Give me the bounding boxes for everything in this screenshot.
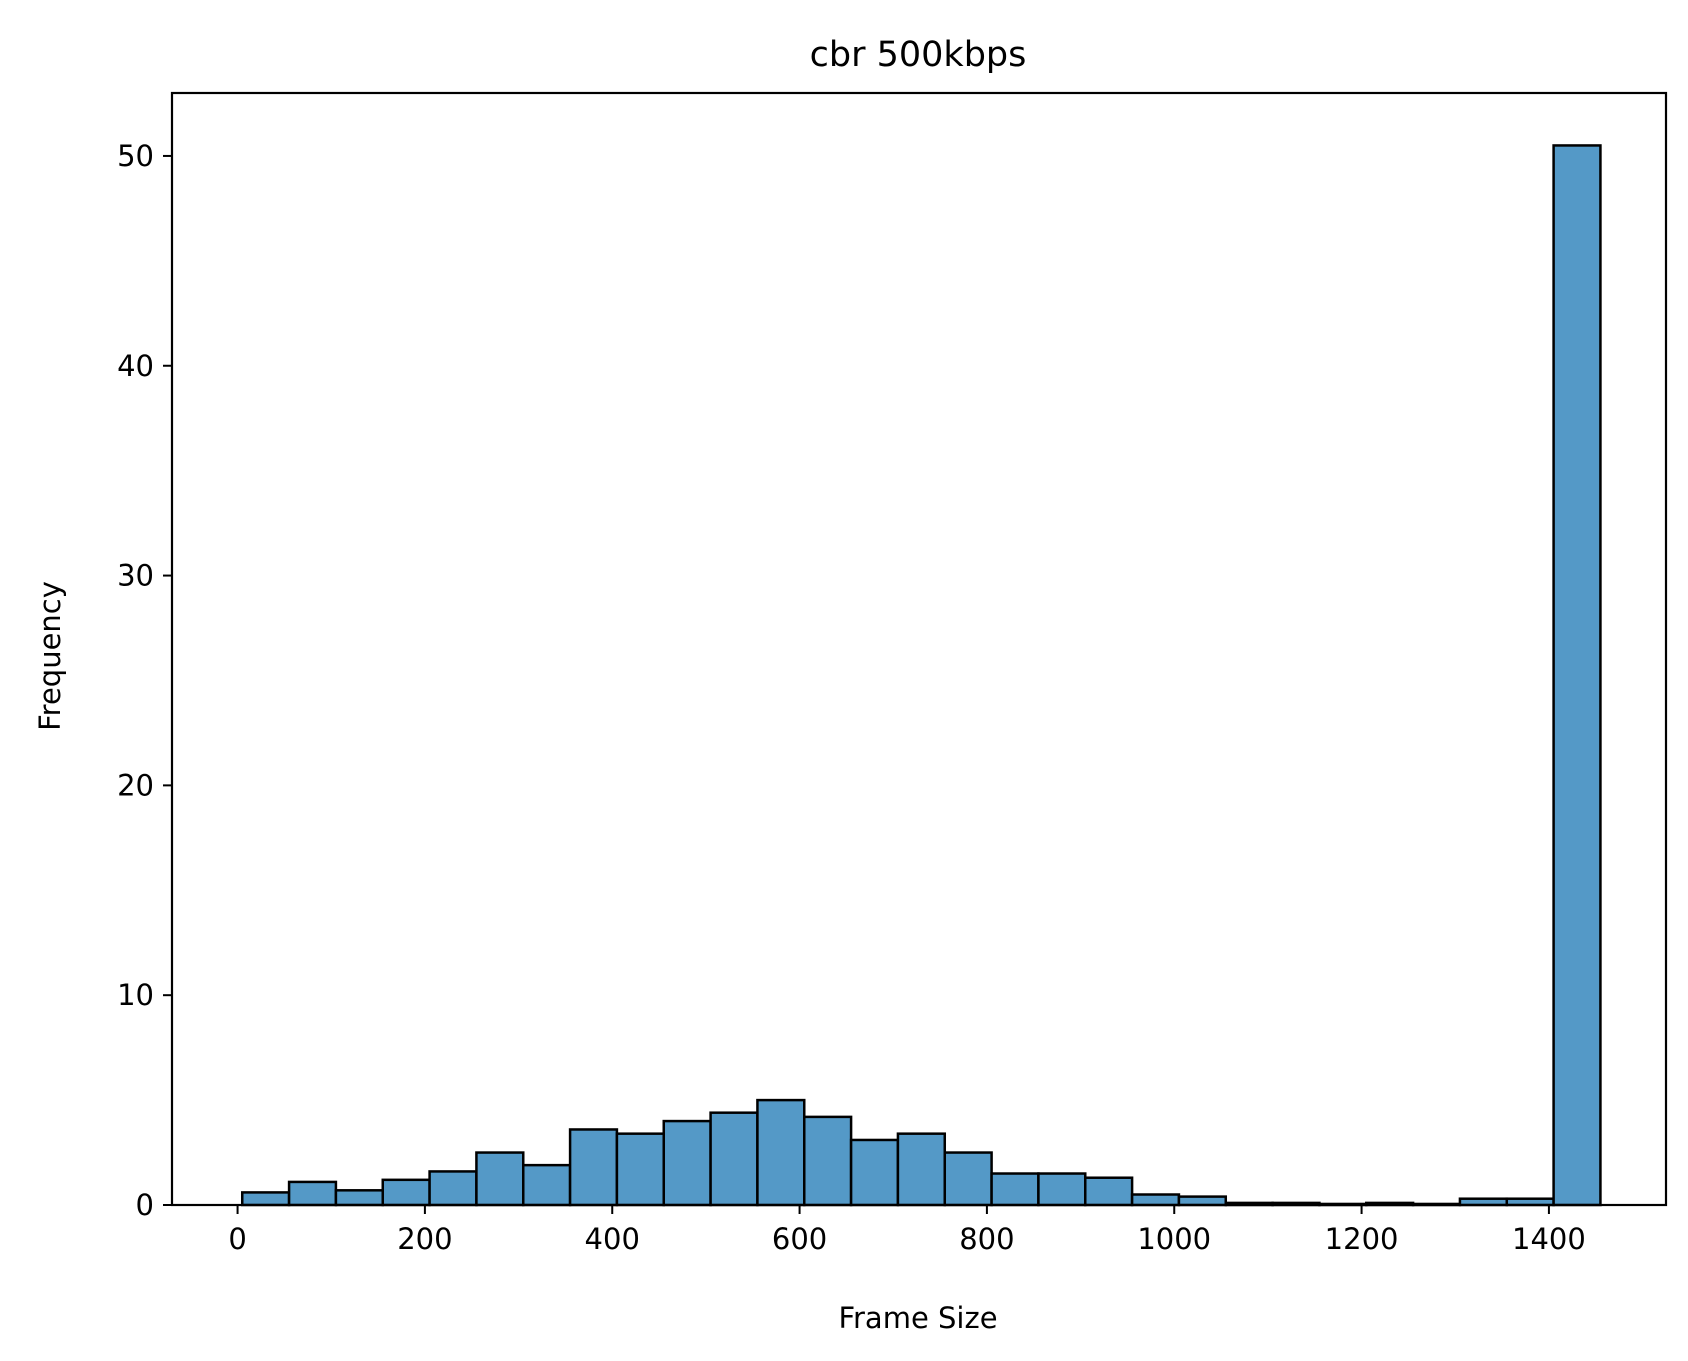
plot-frame xyxy=(170,91,1668,1207)
chart-title: cbr 500kbps xyxy=(810,35,1027,75)
x-tick-label: 200 xyxy=(397,1222,452,1256)
histogram-bar xyxy=(522,1163,572,1207)
histogram-bar xyxy=(662,1119,712,1207)
y-tick-label: 10 xyxy=(117,978,154,1012)
x-tick-label: 1400 xyxy=(1512,1222,1586,1256)
histogram-bar xyxy=(241,1191,291,1207)
x-tick-label: 1200 xyxy=(1325,1222,1399,1256)
histogram-bar xyxy=(615,1132,666,1207)
histogram-bar xyxy=(381,1178,431,1207)
histogram-bar xyxy=(756,1098,806,1207)
histogram-bar xyxy=(334,1189,385,1207)
x-tick-label: 1000 xyxy=(1137,1222,1211,1256)
histogram-bar xyxy=(990,1172,1040,1207)
x-tick-label: 400 xyxy=(585,1222,640,1256)
histogram-bar xyxy=(1552,144,1602,1207)
y-tick-label: 30 xyxy=(117,559,154,593)
histogram-bar xyxy=(1037,1172,1087,1207)
histogram-bar xyxy=(1084,1176,1134,1207)
histogram-bar xyxy=(428,1170,478,1207)
histogram-bar xyxy=(803,1115,853,1207)
x-axis-ticks: 0 200 400 600 800 1000 1200 1400 xyxy=(228,1205,1586,1256)
histogram-bar xyxy=(943,1151,993,1207)
y-tick-label: 40 xyxy=(117,349,154,383)
bars-group xyxy=(241,144,1602,1207)
y-axis-ticks: 0 10 20 30 40 50 xyxy=(117,139,172,1222)
x-tick-label: 800 xyxy=(959,1222,1014,1256)
y-axis-label: Frequency xyxy=(33,581,67,731)
x-tick-label: 600 xyxy=(772,1222,827,1256)
histogram-bar xyxy=(1177,1195,1228,1207)
histogram-bar xyxy=(1130,1193,1181,1207)
histogram-bar xyxy=(849,1138,900,1207)
y-tick-label: 0 xyxy=(136,1188,154,1222)
x-tick-label: 0 xyxy=(228,1222,246,1256)
histogram-bar xyxy=(896,1132,947,1207)
histogram-bar xyxy=(287,1180,338,1207)
histogram-bar xyxy=(709,1111,759,1207)
y-tick-label: 20 xyxy=(117,768,154,802)
histogram-bar xyxy=(475,1151,525,1207)
x-axis-label: Frame Size xyxy=(838,1301,997,1335)
y-tick-label: 50 xyxy=(117,139,154,173)
histogram-bar xyxy=(568,1128,619,1207)
